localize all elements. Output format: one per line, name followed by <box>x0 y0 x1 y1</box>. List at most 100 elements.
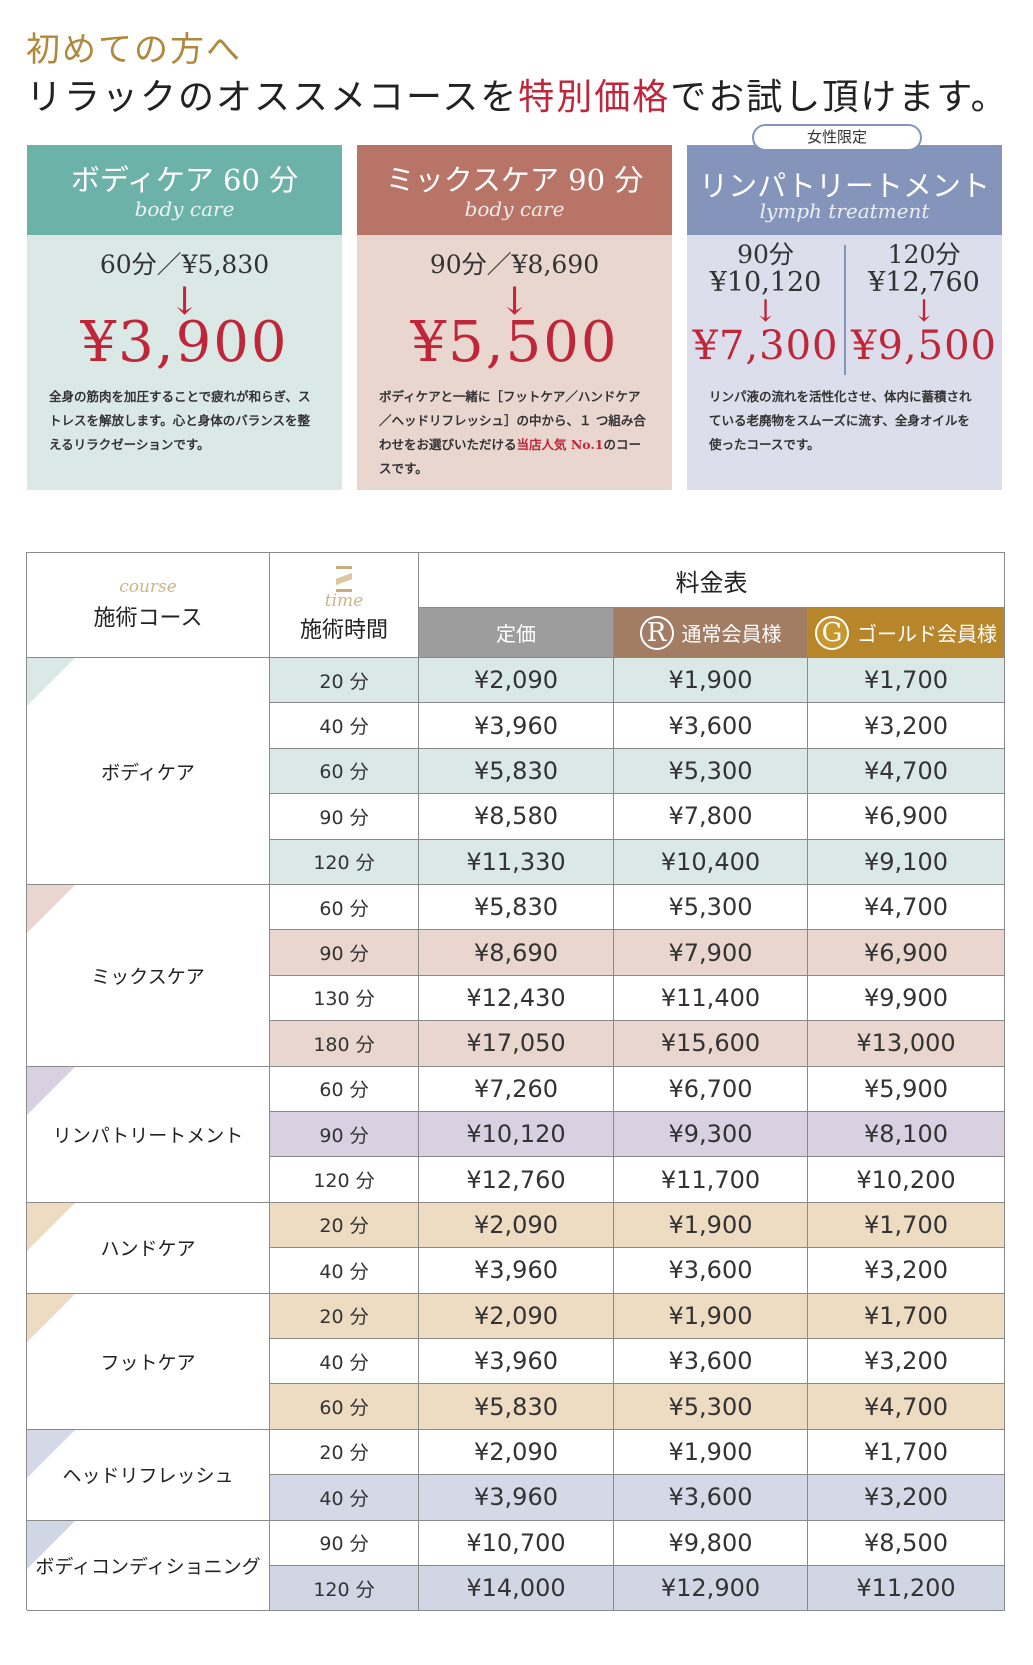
course-cell: ミックスケア <box>27 885 270 1067</box>
price-cell: ¥12,430 <box>419 975 614 1022</box>
course-card: ボディケア 60 分 body care 60分／¥5,830 ↓ ¥3,900… <box>27 145 342 490</box>
corner-triangle <box>27 885 75 933</box>
column-title: ゴールド会員様 <box>857 622 997 646</box>
card-title-bar: ミックスケア 90 分 body care <box>357 145 672 235</box>
price-cell: ¥13,000 <box>808 1021 1005 1067</box>
corner-triangle <box>27 1066 75 1115</box>
time-cell: 40 分 <box>270 1248 419 1294</box>
price-cell: ¥3,200 <box>808 1339 1005 1385</box>
price-cell: ¥17,050 <box>419 1021 614 1067</box>
header-cell: 料金表 <box>419 553 1005 608</box>
card-original-price: 60分／¥5,830 <box>99 250 270 279</box>
card-subtitle: lymph treatment <box>759 199 930 223</box>
price-cell: ¥12,900 <box>614 1566 808 1612</box>
price-cell: ¥3,200 <box>808 1248 1005 1294</box>
card-option: 120分 ¥12,760 ↓ ¥9,500 <box>846 145 1002 385</box>
heading-text: でお試し頂けます。 <box>670 77 1009 118</box>
corner-triangle <box>27 1202 75 1251</box>
price-cell: ¥3,600 <box>614 1339 808 1385</box>
price-cell: ¥7,800 <box>614 794 808 840</box>
price-cell: ¥4,700 <box>808 1384 1005 1430</box>
price-cell: ¥3,200 <box>808 703 1005 749</box>
desc-highlight: 当店人気 No.1 <box>516 437 604 452</box>
price-cell: ¥6,900 <box>808 794 1005 840</box>
price-cell: ¥10,700 <box>419 1520 614 1566</box>
price-cell: ¥1,700 <box>808 1429 1005 1476</box>
price-cell: ¥1,900 <box>614 1293 808 1339</box>
time-cell: 180 分 <box>270 1021 419 1067</box>
price-cell: ¥5,300 <box>614 1384 808 1430</box>
arrow: ↓ <box>498 279 531 323</box>
price-cell: ¥1,700 <box>808 1202 1005 1249</box>
option-duration: 120分 <box>887 240 961 269</box>
card-title: ミックスケア 90 分 <box>385 163 644 197</box>
price-cell: ¥9,300 <box>614 1112 808 1158</box>
column-header: 定価 <box>419 608 614 658</box>
icon-hourglass <box>336 566 352 592</box>
option-original: ¥12,760 <box>868 267 980 298</box>
price-cell: ¥11,200 <box>808 1566 1005 1612</box>
price-cell: ¥3,960 <box>419 1475 614 1521</box>
card-title: リンパトリートメント <box>699 169 990 203</box>
time-cell: 130 分 <box>270 975 419 1022</box>
price-cell: ¥6,700 <box>614 1066 808 1112</box>
price-cell: ¥5,900 <box>808 1066 1005 1112</box>
time-cell: 20 分 <box>270 1202 419 1249</box>
column-header: 施術時間 <box>299 618 388 643</box>
time-cell: 20 分 <box>270 1293 419 1339</box>
time-cell: 120 分 <box>270 1157 419 1203</box>
time-cell: 90 分 <box>270 930 419 976</box>
card-original-price: 90分／¥8,690 <box>429 250 600 279</box>
column-title: 定価 <box>496 622 536 646</box>
card-title-bar: ボディケア 60 分 body care <box>27 145 342 235</box>
price-cell: ¥9,100 <box>808 839 1005 885</box>
course-cell: ボディケア <box>27 658 270 885</box>
price-cell: ¥5,830 <box>419 885 614 931</box>
heading-highlight: 特別価格 <box>518 77 671 118</box>
option-price: ¥9,500 <box>851 323 997 369</box>
price-cell: ¥2,090 <box>419 1293 614 1339</box>
course-cell: ボディコンディショニング <box>27 1520 270 1612</box>
price-cell: ¥3,600 <box>614 1248 808 1294</box>
icon-label: course <box>119 577 177 597</box>
price-cell: ¥12,760 <box>419 1157 614 1203</box>
price-cell: ¥9,900 <box>808 975 1005 1022</box>
corner-triangle <box>27 1520 75 1569</box>
price-cell: ¥1,700 <box>808 658 1005 704</box>
header-cell: time 施術時間 <box>270 553 419 658</box>
price-cell: ¥11,700 <box>614 1157 808 1203</box>
corner-triangle <box>27 658 75 706</box>
corner-triangle <box>27 1429 75 1478</box>
price-cell: ¥5,300 <box>614 748 808 795</box>
card-description: 全身の筋肉を加圧することで疲れが和らぎ、ストレスを解放します。心と身体のバランス… <box>49 389 311 452</box>
price-cell: ¥11,400 <box>614 975 808 1022</box>
option-price: ¥7,300 <box>692 323 839 369</box>
card-subtitle: body care <box>134 197 235 221</box>
icon-label: time <box>324 591 364 611</box>
price-table: course 施術コース time 施術時間 料金表 定価 R 通常会員様 G ゴールド会員様 ボデ… <box>26 552 1005 1612</box>
price-cell: ¥1,900 <box>614 1202 808 1249</box>
course-cell: フットケア <box>27 1293 270 1430</box>
column-header: R 通常会員様 <box>614 608 808 658</box>
time-cell: 90 分 <box>270 794 419 840</box>
price-cell: ¥3,960 <box>419 703 614 749</box>
badge: 女性限定 <box>752 124 922 151</box>
header-cell: course 施術コース <box>27 553 270 658</box>
course-card: リンパトリートメント lymph treatment 90分 ¥10,120 ↓… <box>687 145 1002 490</box>
price-cell: ¥5,830 <box>419 748 614 795</box>
card-description: リンパ液の流れを活性化させ、体内に蓄積されている老廃物をスムーズに流す、全身オイ… <box>709 389 972 452</box>
course-card: ミックスケア 90 分 body care 90分／¥8,690 ↓ ¥5,50… <box>357 145 672 490</box>
price-cell: ¥10,400 <box>614 839 808 885</box>
time-cell: 60 分 <box>270 748 419 795</box>
price-cell: ¥3,960 <box>419 1339 614 1385</box>
price-cell: ¥4,700 <box>808 748 1005 795</box>
price-cell: ¥3,960 <box>419 1248 614 1294</box>
course-cell: リンパトリートメント <box>27 1066 270 1203</box>
price-cell: ¥8,690 <box>419 930 614 976</box>
member-icon: R <box>639 615 674 650</box>
time-cell: 20 分 <box>270 658 419 704</box>
arrow: ↓ <box>911 294 937 329</box>
time-cell: 40 分 <box>270 1475 419 1521</box>
time-cell: 40 分 <box>270 703 419 749</box>
